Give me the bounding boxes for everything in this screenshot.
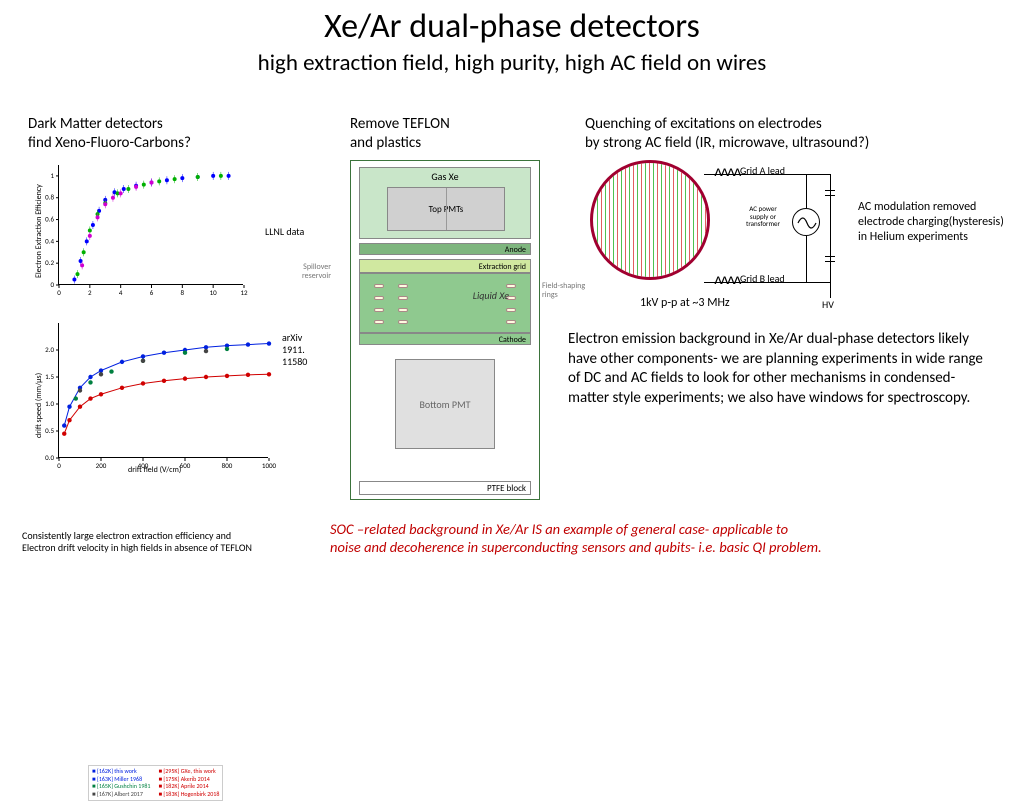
chart2-xlabel: drift field (V/cm)	[128, 465, 181, 475]
svg-text:800: 800	[222, 461, 233, 470]
spillover-label: Spilloverreservoir	[302, 263, 331, 281]
svg-text:0.5: 0.5	[45, 426, 54, 435]
svg-text:0.0: 0.0	[45, 453, 54, 462]
cathode-bar: Cathode	[359, 333, 531, 345]
top-pmt-box: Top PMTs	[387, 187, 505, 231]
svg-text:2: 2	[88, 288, 92, 297]
svg-text:0: 0	[57, 461, 61, 470]
top-pmt-label: Top PMTs	[429, 204, 464, 215]
hv-label: HV	[822, 298, 834, 311]
svg-text:1.0: 1.0	[45, 399, 54, 408]
legend-item: [163K] Miller 1968	[92, 776, 150, 784]
page-subtitle: high extraction field, high purity, high…	[0, 47, 1024, 77]
extraction-efficiency-chart: Electron Extraction Efficiency 024681012…	[28, 160, 253, 305]
anode-bar: Anode	[359, 243, 531, 255]
svg-text:0.8: 0.8	[45, 193, 54, 202]
gas-label: Gas Xe	[431, 170, 458, 183]
chart1-annotation: LLNL data	[265, 225, 304, 238]
liquid-label: Liquid Xe	[473, 289, 509, 302]
kv-label: 1kV p-p at ~3 MHz	[640, 296, 730, 310]
detector-diagram: Gas Xe Top PMTs Anode Extraction grid Li…	[350, 160, 540, 500]
grid-a-label: Grid A lead	[740, 164, 785, 177]
ac-note: AC modulation removedelectrode charging(…	[858, 200, 1004, 245]
svg-text:12: 12	[240, 288, 248, 297]
legend-item: [167K] Albert 2017	[92, 791, 150, 799]
soc-footer: SOC –related background in Xe/Ar IS an e…	[330, 520, 994, 556]
svg-text:8: 8	[181, 288, 185, 297]
extraction-grid-bar: Extraction grid	[359, 259, 531, 273]
svg-text:0.6: 0.6	[45, 215, 54, 224]
column2-heading: Remove TEFLONand plastics	[350, 115, 450, 153]
liquid-region	[359, 273, 531, 333]
charts-caption: Consistently large electron extraction e…	[22, 530, 252, 554]
svg-text:200: 200	[96, 461, 107, 470]
resistor-icon: ʌʌʌʌ	[714, 165, 740, 181]
chart1-ylabel: Electron Extraction Efficiency	[34, 184, 44, 278]
ptfe-label: PTFE block	[359, 481, 531, 495]
legend-item: [175K] Akerib 2014	[158, 776, 219, 784]
chart1-svg: 02468101200.20.40.60.81	[59, 165, 244, 285]
capacitor-icon	[825, 188, 835, 198]
chart2-ylabel: drift speed (mm/μs)	[34, 373, 44, 438]
chart2-annotation: arXiv1911.11580	[282, 332, 307, 368]
legend-item: [165K] Gushchin 1981	[92, 783, 150, 791]
bottom-pmt-box: Bottom PMT	[395, 359, 495, 449]
ac-supply-label: AC powersupply ortransformer	[740, 205, 786, 228]
drift-speed-chart: drift speed (mm/μs) 020040060080010000.0…	[28, 318, 278, 493]
chart1-axes: 02468101200.20.40.60.81	[58, 165, 243, 285]
svg-text:4: 4	[119, 288, 123, 297]
svg-text:0.2: 0.2	[45, 258, 54, 267]
column3-heading: Quenching of excitations on electrodesby…	[585, 115, 869, 153]
fsr-label: Field-shapingrings	[542, 282, 585, 300]
wire	[806, 174, 807, 208]
resistor-icon: ʌʌʌʌ	[714, 273, 740, 289]
svg-text:6: 6	[150, 288, 154, 297]
wire	[806, 236, 807, 282]
svg-text:1: 1	[50, 171, 54, 180]
svg-text:2.0: 2.0	[45, 345, 54, 354]
svg-text:1.5: 1.5	[45, 372, 54, 381]
chart2-svg: 020040060080010000.00.51.01.52.0	[59, 323, 269, 458]
grid-circle-icon	[590, 160, 710, 280]
chart2-legend: [162K] this work [295K] GXe, this work [16…	[88, 765, 223, 801]
svg-text:600: 600	[180, 461, 191, 470]
legend-item: [162K] this work	[92, 768, 150, 776]
page-title: Xe/Ar dual-phase detectors	[0, 0, 1024, 47]
svg-text:0: 0	[57, 288, 61, 297]
grid-b-label: Grid B lead	[740, 272, 785, 285]
svg-text:10: 10	[210, 288, 218, 297]
ac-source-icon	[792, 208, 820, 236]
svg-text:1000: 1000	[262, 461, 277, 470]
chart2-axes: 020040060080010000.00.51.01.52.0	[58, 323, 268, 458]
legend-item: [183K] Hogenbirk 2018	[158, 791, 219, 799]
capacitor-icon	[825, 254, 835, 264]
body-paragraph: Electron emission background in Xe/Ar du…	[568, 330, 996, 408]
legend-item: [182K] Aprile 2014	[158, 783, 219, 791]
legend-item: [295K] GXe, this work	[158, 768, 219, 776]
svg-text:0.4: 0.4	[45, 236, 54, 245]
svg-text:0: 0	[50, 280, 54, 289]
column1-heading: Dark Matter detectorsfind Xeno-Fluoro-Ca…	[28, 115, 191, 153]
